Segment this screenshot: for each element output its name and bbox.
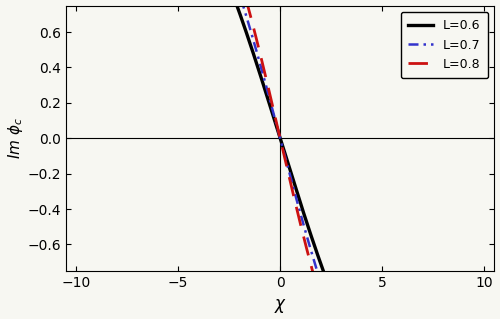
Line: L=0.8: L=0.8 xyxy=(66,0,494,319)
L=0.7 xyxy=(246,23,252,27)
Y-axis label: $Im\ \phi_c$: $Im\ \phi_c$ xyxy=(6,117,25,159)
Line: L=0.7: L=0.7 xyxy=(66,0,494,319)
L=0.6 xyxy=(246,38,252,42)
Line: L=0.6: L=0.6 xyxy=(66,0,494,319)
Legend: L=0.6, L=0.7, L=0.8: L=0.6, L=0.7, L=0.8 xyxy=(400,12,488,78)
L=0.8 xyxy=(492,312,498,316)
L=0.8 xyxy=(246,8,252,12)
X-axis label: χ: χ xyxy=(275,295,285,314)
